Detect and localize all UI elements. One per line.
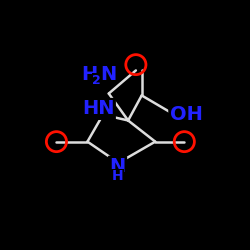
Text: N: N xyxy=(100,65,116,84)
Text: OH: OH xyxy=(170,105,203,124)
Text: H: H xyxy=(82,65,98,84)
Text: H: H xyxy=(112,169,123,183)
Text: N: N xyxy=(109,157,126,176)
Text: HN: HN xyxy=(82,100,114,118)
Text: 2: 2 xyxy=(92,74,101,86)
